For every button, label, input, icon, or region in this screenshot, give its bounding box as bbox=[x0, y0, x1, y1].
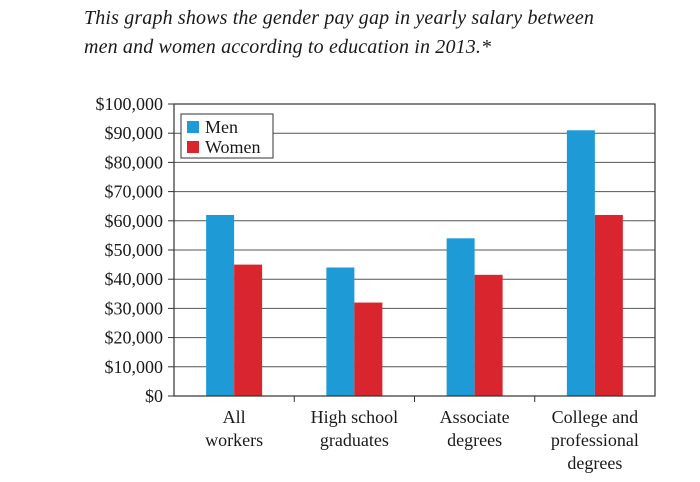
y-tick-label: $10,000 bbox=[105, 357, 164, 377]
bar-women-4 bbox=[594, 214, 623, 396]
y-tick-label: $70,000 bbox=[105, 182, 164, 202]
bar-men-1 bbox=[206, 214, 235, 396]
y-tick-label: $100,000 bbox=[96, 94, 164, 114]
caption-line-2: men and women according to education in … bbox=[84, 36, 492, 58]
x-tick-label: degrees bbox=[567, 453, 622, 473]
y-tick-label: $0 bbox=[145, 386, 163, 406]
x-tick-label: workers bbox=[205, 430, 263, 450]
bar-women-1 bbox=[234, 264, 263, 396]
bar-women-3 bbox=[474, 274, 503, 396]
chart-caption: This graph shows the gender pay gap in y… bbox=[84, 4, 684, 62]
x-tick-label: graduates bbox=[320, 430, 389, 450]
x-tick-label: degrees bbox=[447, 430, 502, 450]
plot-frame bbox=[173, 103, 656, 397]
y-tick-label: $90,000 bbox=[105, 123, 164, 143]
y-tick-label: $40,000 bbox=[105, 269, 164, 289]
legend-label-men: Men bbox=[205, 117, 238, 137]
x-tick-label: professional bbox=[551, 430, 639, 450]
bar-men-4 bbox=[566, 130, 595, 396]
legend-label-women: Women bbox=[205, 137, 261, 157]
y-tick-label: $50,000 bbox=[105, 240, 164, 260]
y-tick-label: $80,000 bbox=[105, 152, 164, 172]
bar-men-3 bbox=[446, 238, 475, 396]
x-tick-label: All bbox=[223, 407, 246, 427]
bar-men-2 bbox=[326, 267, 355, 396]
x-tick-label: High school bbox=[311, 407, 399, 427]
y-tick-label: $20,000 bbox=[105, 328, 164, 348]
x-tick-label: College and bbox=[552, 407, 638, 427]
caption-line-1: This graph shows the gender pay gap in y… bbox=[84, 7, 595, 29]
legend-swatch-women bbox=[187, 141, 199, 153]
y-tick-label: $60,000 bbox=[105, 211, 164, 231]
bar-women-2 bbox=[354, 302, 383, 396]
y-tick-label: $30,000 bbox=[105, 298, 164, 318]
x-tick-label: Associate bbox=[440, 407, 510, 427]
legend-swatch-men bbox=[187, 121, 199, 133]
